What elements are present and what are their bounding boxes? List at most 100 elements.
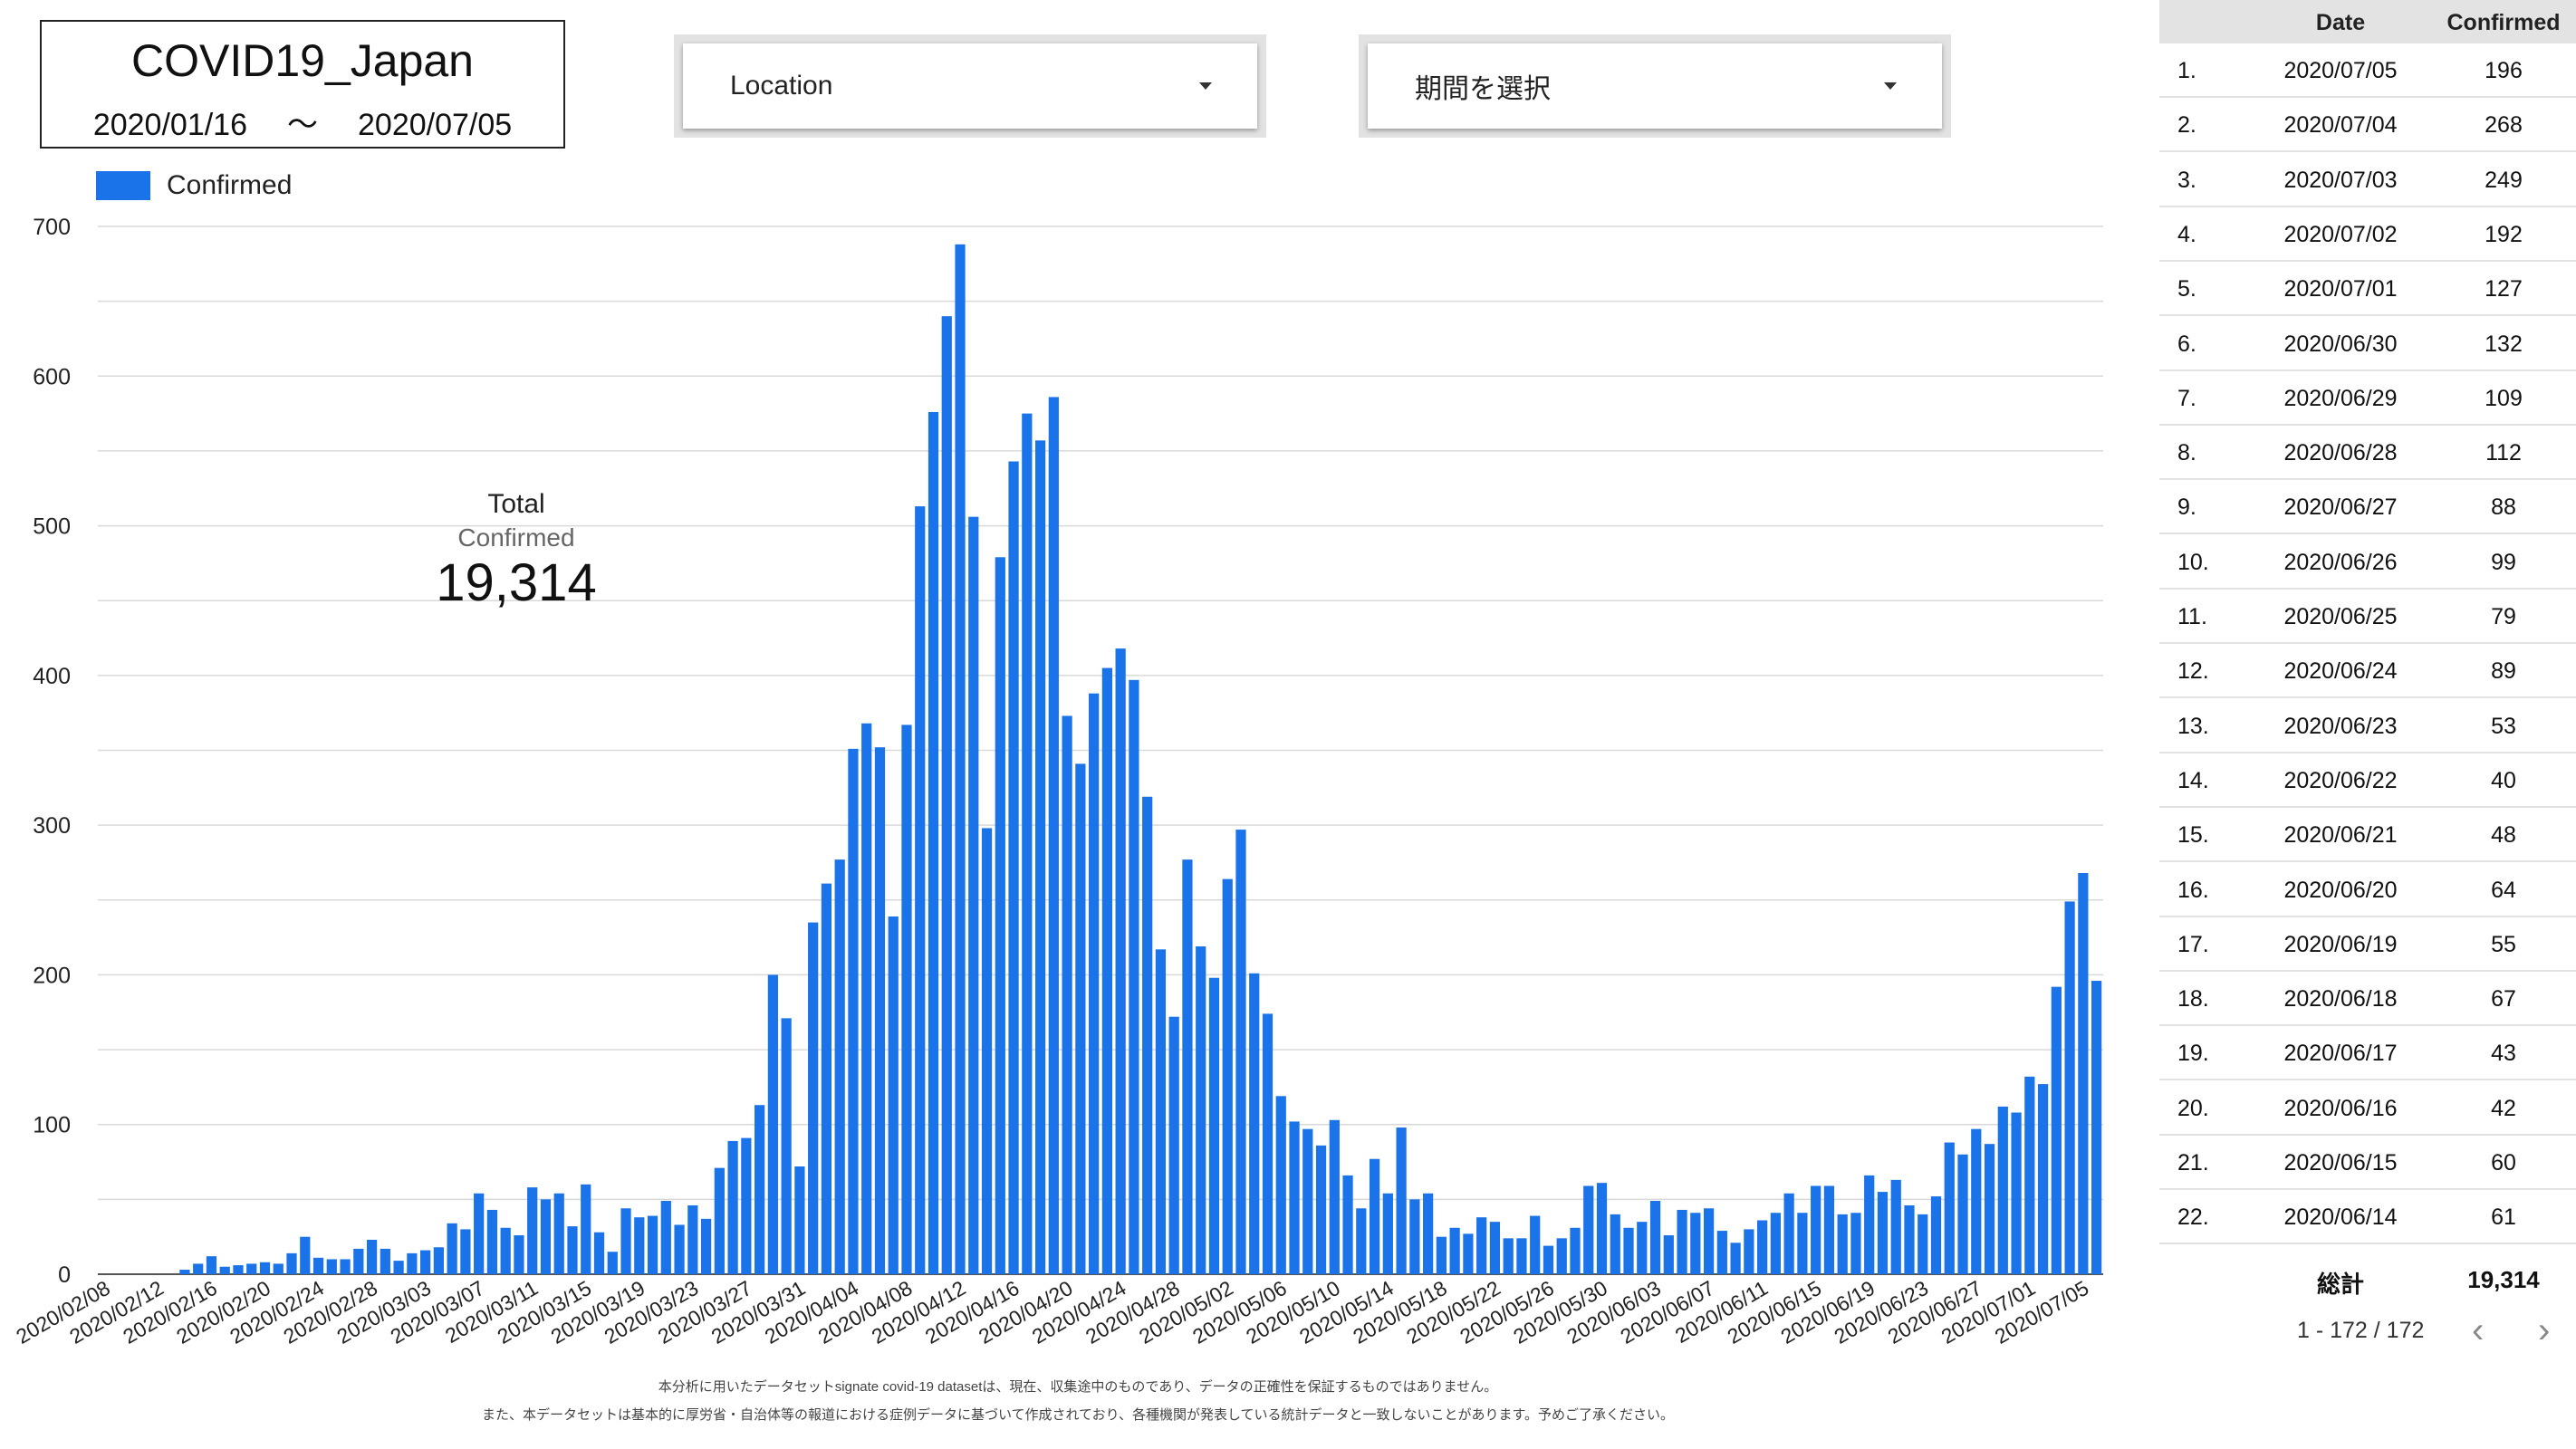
bar[interactable] — [1543, 1245, 1554, 1274]
bar[interactable] — [2091, 981, 2102, 1274]
bar[interactable] — [1249, 973, 1260, 1274]
bar[interactable] — [888, 916, 899, 1274]
bar[interactable] — [1382, 1193, 1393, 1274]
bar[interactable] — [1930, 1196, 1942, 1274]
bar[interactable] — [219, 1266, 230, 1274]
bar[interactable] — [874, 747, 886, 1274]
bar[interactable] — [1396, 1128, 1407, 1274]
bar[interactable] — [915, 506, 926, 1274]
bar[interactable] — [1489, 1222, 1501, 1274]
bar[interactable] — [1222, 878, 1233, 1274]
bar[interactable] — [1503, 1238, 1514, 1274]
bar[interactable] — [607, 1252, 618, 1274]
bar[interactable] — [821, 883, 832, 1274]
bar[interactable] — [486, 1209, 498, 1274]
chevron-right-icon[interactable]: › — [2538, 1310, 2551, 1350]
bar[interactable] — [2051, 986, 2062, 1274]
bar[interactable] — [1075, 763, 1086, 1274]
bar[interactable] — [1823, 1185, 1835, 1274]
bar[interactable] — [1409, 1199, 1420, 1274]
bar[interactable] — [312, 1257, 324, 1274]
bar[interactable] — [1423, 1193, 1434, 1274]
column-header-date[interactable]: Date — [2315, 10, 2366, 35]
bar[interactable] — [981, 828, 993, 1274]
bar[interactable] — [1556, 1238, 1567, 1274]
bar[interactable] — [1115, 648, 1126, 1274]
bar[interactable] — [366, 1239, 378, 1274]
bar[interactable] — [433, 1247, 444, 1274]
table-row[interactable]: 7. 2020/06/29 109 — [2159, 371, 2576, 426]
bar[interactable] — [1022, 413, 1033, 1274]
bar[interactable] — [581, 1184, 591, 1274]
bar[interactable] — [834, 859, 845, 1274]
bar[interactable] — [1596, 1183, 1608, 1274]
table-row[interactable]: 8. 2020/06/28 112 — [2159, 426, 2576, 481]
bar[interactable] — [1235, 830, 1246, 1274]
bar[interactable] — [1677, 1209, 1687, 1274]
table-row[interactable]: 6. 2020/06/30 132 — [2159, 317, 2576, 371]
bar[interactable] — [1302, 1128, 1313, 1274]
table-row[interactable]: 15. 2020/06/21 48 — [2159, 808, 2576, 863]
bar[interactable] — [1196, 946, 1206, 1274]
bar[interactable] — [968, 516, 979, 1274]
bar[interactable] — [460, 1229, 471, 1274]
bar[interactable] — [340, 1259, 351, 1274]
bar[interactable] — [1730, 1243, 1741, 1274]
bar[interactable] — [407, 1252, 418, 1274]
bar[interactable] — [1449, 1227, 1460, 1274]
bar[interactable] — [1984, 1144, 1995, 1274]
bar[interactable] — [179, 1270, 190, 1274]
bar[interactable] — [647, 1215, 658, 1274]
bar[interactable] — [727, 1140, 738, 1274]
bar[interactable] — [1262, 1013, 1274, 1274]
bar[interactable] — [674, 1224, 685, 1274]
bar[interactable] — [527, 1187, 538, 1274]
table-row[interactable]: 18. 2020/06/18 67 — [2159, 972, 2576, 1027]
bar[interactable] — [1476, 1217, 1487, 1274]
bar[interactable] — [901, 724, 912, 1274]
bar[interactable] — [1837, 1214, 1848, 1274]
column-header-confirmed[interactable]: Confirmed — [2446, 10, 2561, 35]
bar[interactable] — [660, 1201, 671, 1274]
bar[interactable] — [1129, 679, 1139, 1274]
table-row[interactable]: 4. 2020/07/02 192 — [2159, 207, 2576, 262]
bar[interactable] — [1342, 1175, 1353, 1274]
table-row[interactable]: 5. 2020/07/01 127 — [2159, 262, 2576, 317]
bar[interactable] — [500, 1227, 511, 1274]
bar[interactable] — [1877, 1192, 1889, 1274]
bar[interactable] — [353, 1248, 364, 1274]
bar[interactable] — [1997, 1106, 2008, 1274]
bar[interactable] — [1744, 1229, 1754, 1274]
bar[interactable] — [593, 1232, 605, 1274]
bar[interactable] — [1890, 1179, 1901, 1274]
bar[interactable] — [741, 1137, 752, 1274]
bar[interactable] — [420, 1250, 431, 1274]
table-row[interactable]: 19. 2020/06/17 43 — [2159, 1026, 2576, 1081]
bar[interactable] — [1530, 1215, 1541, 1274]
bar[interactable] — [1864, 1175, 1875, 1274]
bar[interactable] — [553, 1193, 564, 1274]
table-row[interactable]: 3. 2020/07/03 249 — [2159, 153, 2576, 207]
bar[interactable] — [755, 1105, 765, 1274]
table-row[interactable]: 2. 2020/07/04 268 — [2159, 98, 2576, 153]
bar[interactable] — [233, 1265, 244, 1274]
bar[interactable] — [1811, 1185, 1821, 1274]
bar[interactable] — [1716, 1231, 1727, 1274]
bar[interactable] — [1570, 1227, 1581, 1274]
bar[interactable] — [286, 1252, 297, 1274]
chevron-left-icon[interactable]: ‹ — [2472, 1310, 2485, 1350]
bar[interactable] — [634, 1217, 645, 1274]
bar[interactable] — [1690, 1213, 1701, 1274]
table-row[interactable]: 16. 2020/06/20 64 — [2159, 863, 2576, 917]
bar[interactable] — [767, 974, 778, 1274]
bar[interactable] — [1918, 1214, 1928, 1274]
bar[interactable] — [1663, 1235, 1674, 1274]
bar[interactable] — [1008, 461, 1019, 1275]
location-dropdown[interactable]: Location — [683, 43, 1257, 129]
table-row[interactable]: 21. 2020/06/15 60 — [2159, 1136, 2576, 1190]
bar[interactable] — [1048, 397, 1059, 1274]
table-row[interactable]: 17. 2020/06/19 55 — [2159, 917, 2576, 972]
bar[interactable] — [687, 1204, 698, 1274]
bar[interactable] — [700, 1218, 712, 1274]
bar[interactable] — [941, 316, 952, 1274]
